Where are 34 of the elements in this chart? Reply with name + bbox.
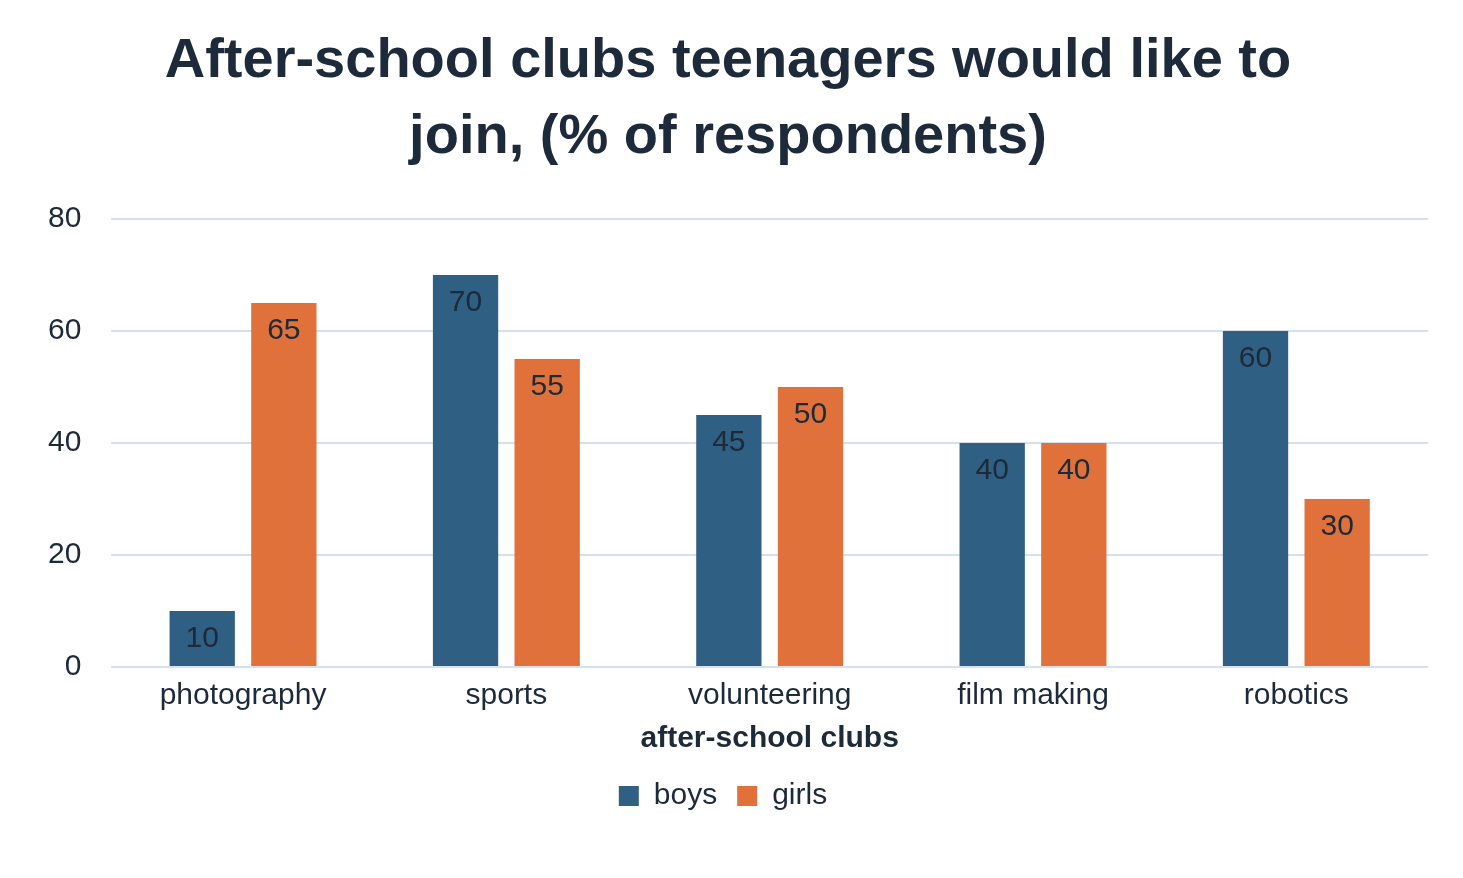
x-tick-label: robotics: [1243, 677, 1349, 711]
y-tick-label: 80: [47, 200, 82, 234]
data-label: 55: [530, 368, 564, 402]
legend-label: boys: [653, 777, 718, 811]
data-label: 30: [1320, 508, 1354, 542]
bar: [959, 443, 1025, 667]
data-label: 50: [793, 396, 828, 430]
bar: [1222, 331, 1289, 667]
chart-title: After-school clubs teenagers would like to join, (% of respondents): [163, 25, 1293, 167]
bar: [1041, 443, 1107, 667]
bar: [777, 387, 844, 667]
y-tick-label: 0: [64, 648, 82, 682]
bar: [1304, 499, 1370, 667]
x-tick-label: volunteering: [687, 677, 852, 711]
data-label: 60: [1238, 340, 1273, 374]
bar: [696, 415, 762, 667]
data-label: 65: [267, 312, 301, 346]
x-tick-label: photography: [159, 677, 327, 711]
data-label: 40: [975, 452, 1009, 486]
x-axis-title: after-school clubs: [640, 720, 899, 754]
data-label: 40: [1057, 452, 1091, 486]
x-tick-label: film making: [957, 677, 1109, 711]
y-tick-label: 60: [47, 312, 82, 346]
bar: [432, 275, 499, 667]
bar: [514, 359, 580, 667]
data-label: 45: [712, 424, 746, 458]
x-tick-label: sports: [465, 677, 548, 711]
legend-label: girls: [772, 777, 828, 811]
data-label: 10: [185, 620, 219, 654]
bar: [251, 303, 317, 667]
data-label: 70: [448, 284, 483, 318]
bar: [169, 611, 235, 667]
y-tick-label: 20: [47, 536, 82, 570]
y-tick-label: 40: [47, 424, 82, 458]
